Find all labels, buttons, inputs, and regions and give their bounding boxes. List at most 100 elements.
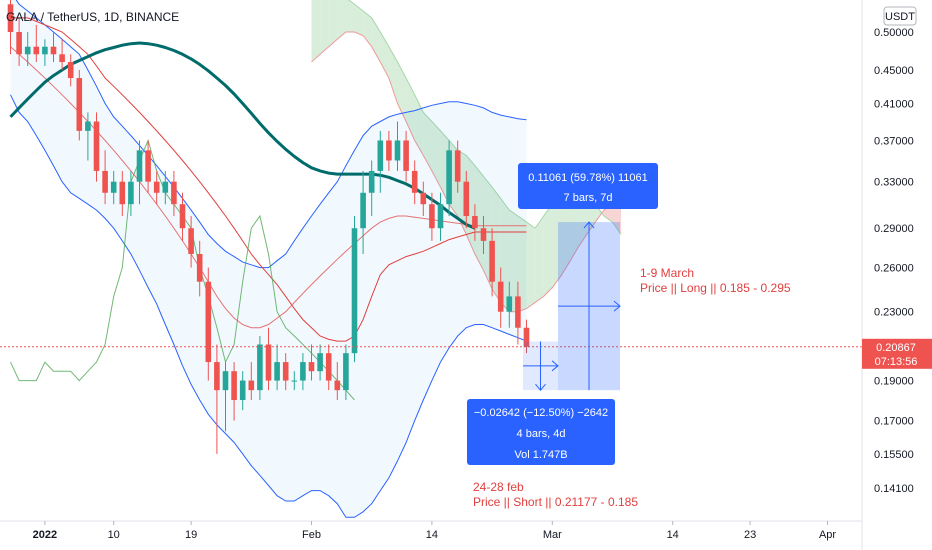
candle <box>110 170 117 205</box>
time-tick-label: 14 <box>667 529 679 541</box>
candle <box>257 336 263 401</box>
candle-body <box>179 204 186 229</box>
candle-body <box>162 181 169 193</box>
candle <box>196 240 203 297</box>
cloud-segment <box>311 0 321 63</box>
candle <box>50 32 57 63</box>
candle <box>248 362 255 401</box>
candle <box>377 130 384 193</box>
candle <box>102 150 108 205</box>
time-tick-label: 14 <box>426 529 438 541</box>
candle <box>24 32 31 66</box>
candle-body <box>171 181 177 205</box>
candle-body <box>454 150 461 182</box>
measure-short-label[interactable]: −0.02642 (−12.50%) −2642 4 bars, 4d Vol … <box>467 399 615 465</box>
candle-body <box>42 46 48 55</box>
symbol-title: GALA / TetherUS, 1D, BINANCE <box>6 10 179 24</box>
candle-body <box>214 362 220 391</box>
cloud-segment <box>526 222 536 309</box>
candle-body <box>222 371 229 391</box>
time-tick-label: 10 <box>108 529 120 541</box>
candle <box>454 140 461 193</box>
candle <box>411 160 418 205</box>
candle-body <box>403 140 409 171</box>
candle <box>136 140 143 205</box>
candle <box>429 192 435 241</box>
currency-button-frame <box>883 6 917 26</box>
price-tick-label: 0.29000 <box>874 223 914 235</box>
candle <box>497 267 504 328</box>
cloud-segment <box>397 62 407 122</box>
candle <box>76 69 83 141</box>
price-tick-label: 0.23000 <box>874 307 914 319</box>
cloud-segment <box>423 112 432 171</box>
cloud-segment <box>320 0 329 55</box>
candle-body <box>429 204 435 229</box>
last-price-countdown: 07:13:56 <box>875 356 918 368</box>
candle <box>334 362 341 401</box>
candle <box>171 170 177 217</box>
candle <box>368 160 375 217</box>
candle-body <box>231 371 237 401</box>
candle <box>205 267 212 381</box>
measure-long-arrow-up <box>583 221 595 229</box>
candle <box>325 344 332 391</box>
measure-long-label[interactable]: 0.11061 (59.78%) 11061 7 bars, 7d <box>518 163 658 209</box>
price-tick-label: 0.17000 <box>874 416 914 428</box>
price-tick-label: 0.50000 <box>874 27 914 39</box>
cloud-segment <box>509 210 518 312</box>
candle-body <box>145 150 151 182</box>
candle-body <box>411 170 418 193</box>
candle-body <box>76 78 83 131</box>
candle-body <box>93 121 100 171</box>
measure-short-arrow-right <box>551 360 559 372</box>
candle <box>360 170 366 254</box>
candle-body <box>463 181 470 217</box>
bollinger-lower <box>10 94 527 518</box>
candle-body <box>300 362 306 381</box>
candle-body <box>274 362 280 381</box>
candle <box>33 24 40 63</box>
candle <box>7 0 14 55</box>
candle-body <box>24 46 31 55</box>
cloud-segment <box>354 4 364 36</box>
candle <box>351 216 358 363</box>
note-long-text: Price || Long || 0.185 - 0.295 <box>640 281 791 295</box>
candle-body <box>196 253 203 282</box>
last-price-badge-bg <box>862 338 932 369</box>
candle <box>446 140 452 217</box>
price-axis-background <box>862 0 932 550</box>
cloud-segment <box>612 201 622 235</box>
measure-tools[interactable] <box>523 221 621 391</box>
candle-body <box>110 181 117 193</box>
time-tick-label: Feb <box>302 529 321 541</box>
currency-button[interactable]: USDT <box>883 6 917 26</box>
candle-body <box>368 170 375 193</box>
candle-body <box>291 380 298 382</box>
candle <box>128 170 134 217</box>
candle-body <box>472 216 478 229</box>
price-tick-label: 0.45000 <box>874 65 914 77</box>
candle-body <box>59 54 65 63</box>
sma-line <box>9 41 476 230</box>
candle-body <box>50 46 57 55</box>
candle <box>188 216 194 268</box>
candle <box>145 140 151 193</box>
measure-long-box <box>518 163 658 209</box>
cloud-segment <box>345 0 355 32</box>
candle <box>93 112 100 182</box>
measure-short-line2: 4 bars, 4d <box>517 428 566 440</box>
candle-body <box>67 62 74 79</box>
candle-body <box>506 296 513 312</box>
candle <box>85 112 91 161</box>
price-tick-label: 0.37000 <box>874 135 914 147</box>
cloud-segment <box>543 204 553 297</box>
candle <box>515 281 521 345</box>
candle <box>463 170 470 229</box>
candle <box>16 17 22 66</box>
measure-short-box <box>467 399 615 465</box>
measure-long-line2: 7 bars, 7d <box>564 192 613 204</box>
candle-body <box>446 150 452 205</box>
